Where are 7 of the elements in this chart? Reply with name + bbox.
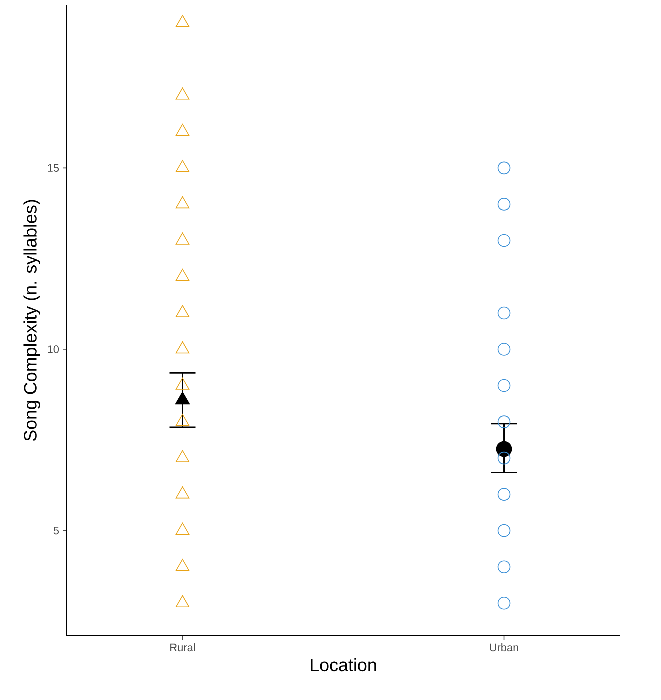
y-tick-label: 5 [54,527,60,535]
x-tick-label: Urban [490,644,518,652]
y-tick-label: 15 [48,164,60,172]
x-axis-title: Location [311,658,376,672]
y-axis-title: Song Complexity (n. syllables) [24,200,40,442]
y-tick-label: 10 [48,346,60,354]
x-tick-label: Rural [170,644,196,652]
